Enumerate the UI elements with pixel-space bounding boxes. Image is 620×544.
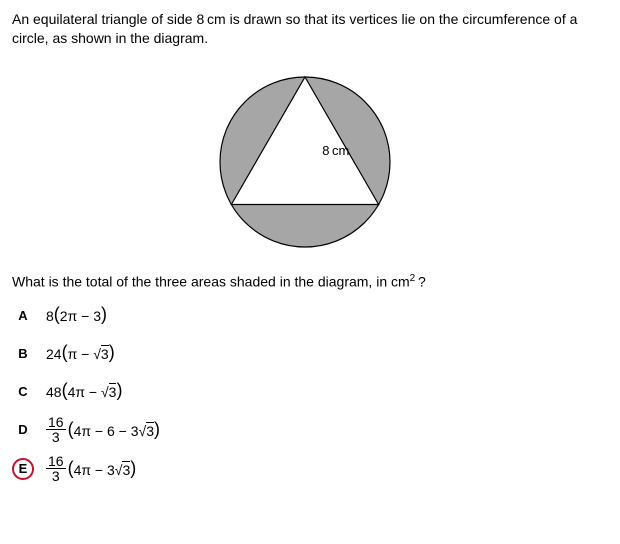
choice-d[interactable]: D 163(4π − 6 − 3√3) (12, 415, 608, 444)
prompt-prefix: What is the total of the three areas sha… (12, 273, 410, 289)
prompt-suffix: ? (415, 273, 426, 289)
choice-c[interactable]: C 48(4π − √3) (12, 377, 608, 405)
choice-expression: 163(4π − 6 − 3√3) (46, 415, 160, 444)
choice-letter[interactable]: B (12, 342, 34, 364)
question-prompt: What is the total of the three areas sha… (12, 273, 608, 290)
choice-list: A 8(2π − 3) B 24(π − √3) C 48(4π − √3) D 163(4π… (12, 301, 608, 483)
choice-e[interactable]: E 163(4π − 3√3) (12, 454, 608, 483)
choice-expression: 8(2π − 3) (46, 306, 107, 324)
diagram-container: 8 cm (12, 62, 608, 255)
choice-expression: 24(π − √3) (46, 344, 115, 362)
choice-letter[interactable]: E (12, 458, 34, 480)
choice-letter[interactable]: D (12, 419, 34, 441)
choice-letter[interactable]: C (12, 380, 34, 402)
choice-expression: 163(4π − 3√3) (46, 454, 136, 483)
choice-letter[interactable]: A (12, 304, 34, 326)
question-stem: An equilateral triangle of side 8 cm is … (12, 10, 608, 48)
choice-b[interactable]: B 24(π − √3) (12, 339, 608, 367)
geometry-diagram: 8 cm (210, 62, 410, 252)
choice-a[interactable]: A 8(2π − 3) (12, 301, 608, 329)
choice-expression: 48(4π − √3) (46, 382, 122, 400)
svg-text:8 cm: 8 cm (322, 143, 349, 158)
